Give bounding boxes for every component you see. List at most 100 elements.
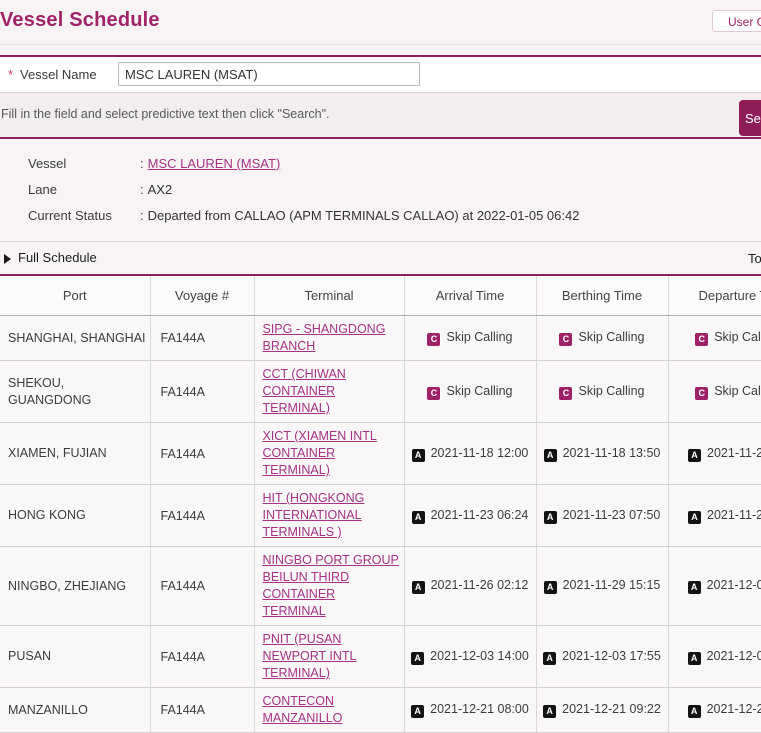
skip-calling-badge-icon: C xyxy=(427,333,441,346)
current-status-row: Current Status: Departed from CALLAO (APM… xyxy=(28,203,761,229)
time-text: 2021-12-21 08:00 xyxy=(430,702,529,716)
lane-label: Lane xyxy=(28,182,57,197)
required-asterisk: * xyxy=(8,67,14,82)
terminal-cell: NINGBO PORT GROUP BEILUN THIRD CONTAINER… xyxy=(254,546,405,626)
actual-badge-icon: A xyxy=(687,651,701,665)
table-row: XIAMEN, FUJIAN FA144A XICT (XIAMEN INTL CO… xyxy=(0,422,761,485)
voyage-cell: FA144A xyxy=(150,315,255,361)
actual-badge-icon: A xyxy=(687,581,701,594)
top-bar: Vessel Schedule User G xyxy=(0,0,761,44)
terminal-cell: CONTECON MANZANILLO xyxy=(254,687,405,733)
time-text: 2021-11-20 1 xyxy=(707,445,761,460)
terminal-link[interactable]: CONTECON MANZANILLO xyxy=(262,694,343,725)
time-text: 2021-12-06 0 xyxy=(706,648,761,663)
berthing-time-cell: C Skip Calling xyxy=(536,360,669,423)
current-status-label: Current Status xyxy=(28,208,112,223)
time-text: 2021-11-18 13:50 xyxy=(562,445,661,460)
table-row: HONG KONG FA144A HIT (HONGKONG INTERNATION… xyxy=(0,484,761,547)
arrival-time-cell: A 2021-12-03 14:00 xyxy=(404,625,537,688)
search-hint: Fill in the field and select predictive … xyxy=(1,107,330,121)
skip-calling-badge-icon: C xyxy=(695,333,709,346)
column-header: Terminal xyxy=(254,275,405,316)
full-schedule-label: Full Schedule xyxy=(18,250,97,265)
actual-badge-icon: A xyxy=(543,651,557,665)
time-text: 2021-11-29 15:15 xyxy=(562,578,661,592)
actual-badge-icon: A xyxy=(411,651,425,665)
vessel-search-form: * Vessel Name xyxy=(0,57,761,92)
actual-badge-icon: A xyxy=(411,448,425,462)
terminal-cell: PNIT (PUSAN NEWPORT INTL TERMINAL) xyxy=(254,625,405,688)
terminal-link[interactable]: XICT (XIAMEN INTL CONTAINER TERMINAL) xyxy=(262,429,377,477)
vessel-link[interactable]: MSC LAUREN (MSAT) xyxy=(147,156,281,171)
table-row: SHANGHAI, SHANGHAI FA144A SIPG - SHANGDONG… xyxy=(0,315,761,361)
arrival-time-cell: A 2021-11-18 12:00 xyxy=(404,422,537,485)
voyage-cell: FA144A xyxy=(150,422,255,485)
time-text: 2021-11-23 07:50 xyxy=(562,507,661,522)
time-text: 2021-12-01 1 xyxy=(706,578,761,592)
divider-magenta xyxy=(0,137,761,139)
port-cell: SHEKOU, GUANGDONG xyxy=(0,360,151,423)
terminal-link[interactable]: NINGBO PORT GROUP BEILUN THIRD CONTAINER… xyxy=(262,553,399,618)
vessel-name-label: Vessel Name xyxy=(20,67,97,82)
schedule-table-head: Port Voyage # Terminal Arrival Time Berthing… xyxy=(0,275,761,316)
terminal-cell: SIPG - SHANGDONG BRANCH xyxy=(254,315,405,361)
divider xyxy=(0,44,761,45)
terminal-link[interactable]: SIPG - SHANGDONG BRANCH xyxy=(262,322,386,353)
arrival-time-cell: A 2021-12-21 08:00 xyxy=(404,687,537,733)
terminal-link[interactable]: HIT (HONGKONG INTERNATIONAL TERMINALS ) xyxy=(262,491,365,539)
time-text: 2021-12-03 17:55 xyxy=(562,648,661,663)
actual-badge-icon: A xyxy=(543,448,557,462)
column-header: Arrival Time xyxy=(404,275,537,316)
schedule-table: Port Voyage # Terminal Arrival Time Berthing… xyxy=(0,274,761,733)
vessel-name-input[interactable] xyxy=(118,62,420,86)
skip-calling-badge-icon: C xyxy=(559,333,573,346)
expand-arrow-icon xyxy=(4,254,11,264)
port-cell: XIAMEN, FUJIAN xyxy=(0,422,151,485)
arrival-time-cell: A 2021-11-23 06:24 xyxy=(404,484,537,547)
user-guide-button[interactable]: User G xyxy=(712,10,761,32)
actual-badge-icon: A xyxy=(411,510,425,524)
departure-time-cell: C Skip Callin xyxy=(668,360,761,423)
hint-band: Fill in the field and select predictive … xyxy=(0,93,761,137)
terminal-link[interactable]: PNIT (PUSAN NEWPORT INTL TERMINAL) xyxy=(262,632,357,680)
terminal-link[interactable]: CCT (CHIWAN CONTAINER TERMINAL) xyxy=(262,367,346,415)
vessel-row: Vessel: MSC LAUREN (MSAT) xyxy=(28,151,761,177)
vessel-label: Vessel xyxy=(28,156,67,171)
actual-badge-icon: A xyxy=(688,510,702,524)
search-button[interactable]: Search xyxy=(739,100,761,136)
full-schedule-bar: Full Schedule To xyxy=(0,242,761,274)
time-text: 2021-11-24 1 xyxy=(707,507,761,522)
time-text: 2021-11-18 12:00 xyxy=(430,445,529,460)
departure-time-cell: A 2021-12-06 0 xyxy=(668,625,761,688)
full-schedule-toggle[interactable]: Full Schedule xyxy=(4,250,97,269)
table-row: MANZANILLO FA144A CONTECON MANZANILLO A 2021… xyxy=(0,687,761,733)
divider-magenta xyxy=(0,55,761,57)
table-row: NINGBO, ZHEJIANG FA144A NINGBO PORT GROUP … xyxy=(0,546,761,626)
actual-badge-icon: A xyxy=(543,581,557,594)
divider xyxy=(0,92,761,93)
terminal-cell: HIT (HONGKONG INTERNATIONAL TERMINALS ) xyxy=(254,484,405,547)
actual-badge-icon: A xyxy=(411,705,425,718)
lane-row: Lane: AX2 xyxy=(28,177,761,203)
page-title: Vessel Schedule xyxy=(0,9,160,31)
current-status-value: Departed from CALLAO (APM TERMINALS CALL… xyxy=(147,208,580,223)
column-header: Port xyxy=(0,275,151,316)
terminal-cell: XICT (XIAMEN INTL CONTAINER TERMINAL) xyxy=(254,422,405,485)
departure-time-cell: A 2021-11-24 1 xyxy=(668,484,761,547)
time-text: 2021-12-23 1 xyxy=(706,702,761,716)
berthing-time-cell: A 2021-11-29 15:15 xyxy=(536,546,669,626)
skip-calling-badge-icon: C xyxy=(695,386,709,400)
voyage-cell: FA144A xyxy=(150,546,255,626)
arrival-time-cell: C Skip Calling xyxy=(404,315,537,361)
voyage-cell: FA144A xyxy=(150,687,255,733)
time-text: 2021-11-23 06:24 xyxy=(430,507,529,522)
schedule-table-body: SHANGHAI, SHANGHAI FA144A SIPG - SHANGDONG… xyxy=(0,315,761,733)
berthing-time-cell: A 2021-12-03 17:55 xyxy=(536,625,669,688)
column-header: Voyage # xyxy=(150,275,255,316)
time-text: Skip Calling xyxy=(578,330,645,344)
port-cell: SHANGHAI, SHANGHAI xyxy=(0,315,151,361)
arrival-time-cell: C Skip Calling xyxy=(404,360,537,423)
voyage-cell: FA144A xyxy=(150,360,255,423)
port-cell: NINGBO, ZHEJIANG xyxy=(0,546,151,626)
time-text: Skip Callin xyxy=(714,383,761,398)
